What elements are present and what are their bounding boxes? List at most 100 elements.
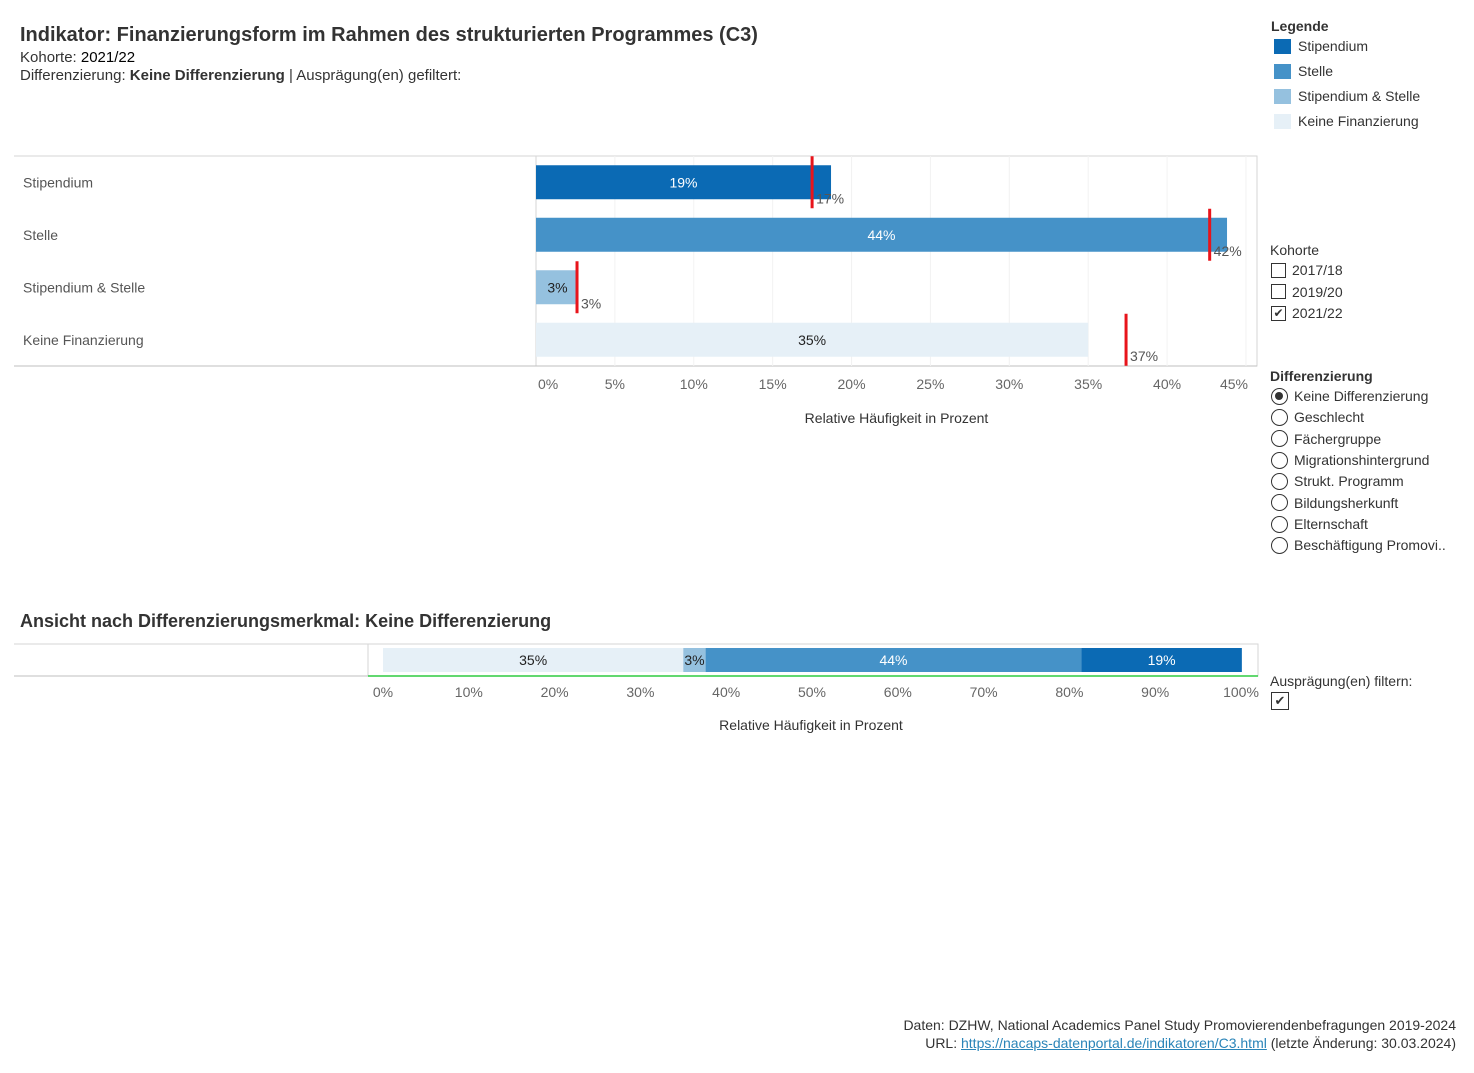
legend-swatch: [1274, 88, 1291, 104]
differenzierung-option[interactable]: Beschäftigung Promovi..: [1271, 535, 1446, 555]
legend-label: Stipendium: [1298, 38, 1369, 54]
differenzierung-option-label: Fächergruppe: [1294, 430, 1382, 447]
kohorte-option-label: 2017/18: [1292, 262, 1343, 278]
x-tick-label: 10%: [455, 684, 483, 700]
category-label: Keine Finanzierung: [23, 332, 144, 348]
stacked-segment[interactable]: [683, 648, 706, 672]
differenzierung-option[interactable]: Migrationshintergrund: [1271, 450, 1429, 470]
footer-url-link[interactable]: https://nacaps-datenportal.de/indikatore…: [961, 1035, 1267, 1051]
legend-item: Keine Finanzierung: [1274, 112, 1419, 130]
segment-value-label: 19%: [1148, 652, 1176, 668]
kohorte-option-label: 2021/22: [1292, 305, 1343, 321]
comparison-marker-label: 42%: [1214, 243, 1242, 259]
legend-swatch: [1274, 113, 1291, 129]
x-tick-label: 30%: [626, 684, 654, 700]
differenzierung-option[interactable]: Geschlecht: [1271, 407, 1364, 427]
page-title: Indikator: Finanzierungsform im Rahmen d…: [20, 24, 758, 46]
legend-label: Stelle: [1298, 63, 1334, 79]
kohorte-subtitle: Kohorte: 2021/22: [20, 49, 135, 66]
x-tick-label: 70%: [970, 684, 998, 700]
x-tick-label: 25%: [916, 376, 944, 392]
kohorte-value: 2021/22: [80, 49, 136, 66]
checkbox-icon[interactable]: ✔: [1271, 305, 1286, 321]
radio-icon[interactable]: [1271, 515, 1288, 533]
x-tick-label: 60%: [884, 684, 912, 700]
bar-value-label: 44%: [867, 227, 895, 243]
stacked-segment[interactable]: [705, 648, 1082, 672]
footer-source: Daten: DZHW, National Academics Panel St…: [903, 1017, 1456, 1033]
kohorte-option[interactable]: ✔ 2021/22: [1271, 303, 1343, 323]
stacked-segment[interactable]: [1081, 648, 1242, 672]
diff-value: Keine Differenzierung: [129, 67, 285, 84]
differenzierung-option-label: Strukt. Programm: [1294, 473, 1404, 490]
differenzierung-option-label: Migrationshintergrund: [1294, 451, 1430, 468]
category-label: Stipendium: [23, 174, 93, 190]
x-tick-label: 20%: [541, 684, 569, 700]
bar[interactable]: [536, 217, 1228, 252]
differenzierung-option-label: Beschäftigung Promovi..: [1294, 537, 1446, 554]
differenzierung-option-label: Bildungsherkunft: [1294, 494, 1399, 511]
differenzierung-subtitle: Differenzierung: Keine Differenzierung |…: [20, 67, 461, 84]
legend-swatch: [1274, 63, 1291, 79]
kohorte-label: Kohorte:: [20, 49, 81, 66]
x-tick-label: 45%: [1220, 376, 1248, 392]
radio-icon[interactable]: [1271, 536, 1288, 554]
differenzierung-option[interactable]: Strukt. Programm: [1271, 471, 1404, 491]
kohorte-option-label: 2019/20: [1292, 283, 1343, 300]
x-tick-label: 35%: [1074, 376, 1102, 392]
x-axis-title: Relative Häufigkeit in Prozent: [719, 717, 903, 733]
x-axis-title: Relative Häufigkeit in Prozent: [805, 410, 989, 426]
radio-icon[interactable]: [1271, 451, 1288, 469]
differenzierung-option[interactable]: Elternschaft: [1271, 514, 1368, 534]
comparison-marker-label: 17%: [816, 190, 844, 206]
legend-item: Stipendium & Stelle: [1274, 87, 1420, 105]
differenzierung-option[interactable]: Keine Differenzierung: [1271, 386, 1428, 406]
segment-value-label: 3%: [684, 652, 704, 668]
bar-value-label: 3%: [547, 279, 567, 295]
legend-label: Keine Finanzierung: [1298, 113, 1419, 129]
bar[interactable]: [536, 270, 578, 305]
checkbox-icon[interactable]: ✔: [1271, 692, 1289, 711]
diff-label: Differenzierung:: [20, 67, 130, 84]
legend-item: Stipendium: [1274, 37, 1368, 55]
category-label: Stelle: [23, 227, 58, 243]
radio-icon[interactable]: [1271, 472, 1288, 490]
x-tick-label: 40%: [712, 684, 740, 700]
x-tick-label: 100%: [1223, 684, 1259, 700]
stacked-bar-chart: 35% 3% 44% 19% 0% 10% 20% 30% 40% 50% 60% 70% 80% 90%…: [14, 643, 1259, 733]
segment-value-label: 44%: [879, 652, 907, 668]
diff-suffix: | Ausprägung(en) gefiltert:: [284, 67, 462, 84]
differenzierung-option[interactable]: Fächergruppe: [1271, 429, 1381, 449]
kohorte-option[interactable]: 2017/18: [1271, 260, 1343, 280]
segment-value-label: 35%: [519, 652, 547, 668]
x-tick-label: 15%: [759, 376, 787, 392]
differenzierung-option-label: Elternschaft: [1294, 515, 1368, 532]
checkbox-icon[interactable]: [1271, 262, 1286, 278]
category-label: Stipendium & Stelle: [23, 279, 145, 295]
main-bar-chart: Stipendium 19% 17% Stelle 44% 42% Stipendium &…: [14, 155, 1258, 426]
checkbox-icon[interactable]: [1271, 284, 1286, 300]
radio-icon[interactable]: [1271, 494, 1288, 512]
bar-value-label: 19%: [669, 174, 697, 190]
bar[interactable]: [536, 165, 832, 200]
bar-value-label: 35%: [798, 332, 826, 348]
stacked-segment[interactable]: [383, 648, 684, 672]
radio-icon[interactable]: [1271, 387, 1288, 405]
x-tick-label: 0%: [538, 376, 558, 392]
differenzierung-option[interactable]: Bildungsherkunft: [1271, 493, 1398, 513]
legend-label: Stipendium & Stelle: [1298, 88, 1421, 104]
bar[interactable]: [536, 322, 1089, 357]
x-tick-label: 20%: [838, 376, 866, 392]
differenzierung-filter-title: Differenzierung: [1270, 368, 1373, 384]
kohorte-option[interactable]: 2019/20: [1271, 282, 1343, 302]
radio-icon[interactable]: [1271, 430, 1288, 448]
section-title: Ansicht nach Differenzierungsmerkmal: Ke…: [20, 611, 552, 631]
differenzierung-option-label: Geschlecht: [1294, 409, 1365, 426]
x-tick-label: 80%: [1055, 684, 1083, 700]
legend-swatch: [1274, 38, 1291, 54]
radio-icon[interactable]: [1271, 409, 1288, 427]
x-tick-label: 40%: [1153, 376, 1181, 392]
auspraegung-filter-checkbox[interactable]: ✔: [1271, 691, 1295, 711]
auspraegung-filter-title: Ausprägung(en) filtern:: [1270, 673, 1413, 689]
x-tick-label: 30%: [995, 376, 1023, 392]
